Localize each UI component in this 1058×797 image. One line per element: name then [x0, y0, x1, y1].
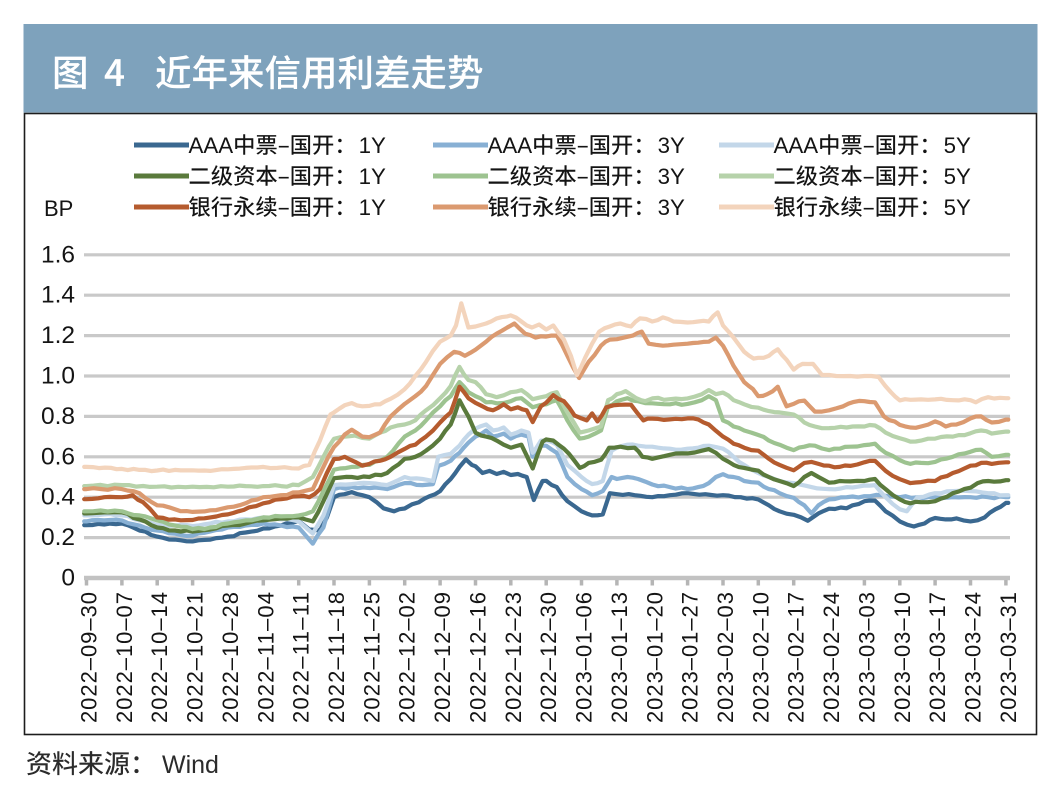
svg-text:AAA: AAA	[774, 133, 819, 158]
svg-text:BP: BP	[44, 196, 73, 221]
svg-text:1.2: 1.2	[41, 322, 75, 349]
svg-text:1.6: 1.6	[41, 241, 75, 268]
svg-text:2023–01–27: 2023–01–27	[678, 592, 703, 723]
svg-text:2023–01–06: 2023–01–06	[572, 592, 597, 723]
svg-text:0: 0	[61, 565, 75, 592]
svg-text:2023–03–31: 2023–03–31	[996, 592, 1021, 723]
svg-text:1Y: 1Y	[359, 164, 386, 189]
svg-text:2022–11–25: 2022–11–25	[359, 592, 384, 723]
svg-text:3Y: 3Y	[658, 164, 685, 189]
svg-text:3Y: 3Y	[658, 195, 685, 220]
svg-text:2022–11–18: 2022–11–18	[324, 592, 349, 723]
svg-text:AAA: AAA	[488, 133, 533, 158]
svg-text:2023–01–20: 2023–01–20	[642, 592, 667, 723]
svg-text:2022–12–09: 2022–12–09	[430, 592, 455, 723]
svg-text:2022–10–28: 2022–10–28	[218, 592, 243, 723]
svg-text:2022–12–16: 2022–12–16	[466, 592, 491, 723]
svg-text:2022–09–30: 2022–09–30	[77, 592, 102, 723]
svg-text:AAA: AAA	[189, 133, 234, 158]
svg-text:1Y: 1Y	[359, 133, 386, 158]
svg-text:2023–03–10: 2023–03–10	[890, 592, 915, 723]
svg-text:1.4: 1.4	[41, 282, 75, 309]
svg-text:3Y: 3Y	[658, 133, 685, 158]
svg-text:5Y: 5Y	[944, 195, 971, 220]
svg-text:2023–02–03: 2023–02–03	[713, 592, 738, 723]
svg-text:0.4: 0.4	[41, 484, 75, 511]
svg-text:2022–12–30: 2022–12–30	[536, 592, 561, 723]
svg-text:2022–10–14: 2022–10–14	[147, 592, 172, 723]
svg-text:2023–03–03: 2023–03–03	[854, 592, 879, 723]
svg-text:0.8: 0.8	[41, 403, 75, 430]
svg-text:Wind: Wind	[162, 751, 219, 779]
svg-text:0.2: 0.2	[41, 524, 75, 551]
svg-text:1.0: 1.0	[41, 363, 75, 390]
svg-text:1Y: 1Y	[359, 195, 386, 220]
svg-text:2023–03–24: 2023–03–24	[961, 592, 986, 723]
svg-text:2022–10–07: 2022–10–07	[112, 592, 137, 723]
svg-text:2023–02–17: 2023–02–17	[784, 592, 809, 723]
svg-text:2022–10–21: 2022–10–21	[183, 592, 208, 723]
svg-text:2022–12–23: 2022–12–23	[501, 592, 526, 723]
svg-text:2023–02–24: 2023–02–24	[819, 592, 844, 723]
svg-text:5Y: 5Y	[944, 133, 971, 158]
svg-text:0.6: 0.6	[41, 443, 75, 470]
svg-text:2023–03–17: 2023–03–17	[925, 592, 950, 723]
svg-text:2022–12–02: 2022–12–02	[395, 592, 420, 723]
svg-text:2023–01–13: 2023–01–13	[607, 592, 632, 723]
svg-text:5Y: 5Y	[944, 164, 971, 189]
svg-text:2022–11–04: 2022–11–04	[253, 592, 278, 723]
svg-text:2023–02–10: 2023–02–10	[748, 592, 773, 723]
svg-text:2022–11–11: 2022–11–11	[289, 592, 314, 723]
